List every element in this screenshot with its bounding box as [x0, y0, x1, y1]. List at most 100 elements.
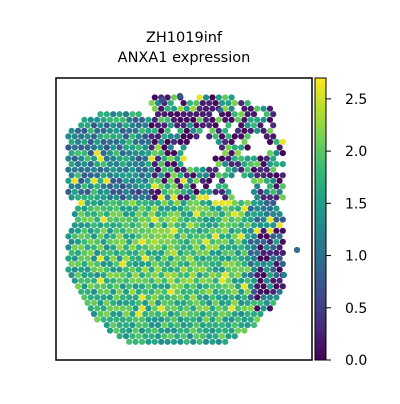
expression-spot — [206, 166, 213, 173]
expression-spot — [74, 183, 82, 190]
expression-spot — [177, 105, 184, 112]
expression-spot — [116, 222, 123, 229]
expression-spot — [170, 116, 178, 123]
expression-spot — [81, 172, 88, 179]
expression-spot — [90, 222, 98, 229]
expression-spot — [135, 199, 142, 207]
expression-spot — [260, 227, 267, 234]
expression-spot — [263, 188, 270, 195]
expression-spot — [225, 199, 232, 207]
expression-spot — [193, 199, 200, 207]
expression-spot — [270, 299, 277, 306]
expression-spot — [158, 138, 165, 145]
expression-spot — [270, 222, 277, 229]
expression-spot — [254, 305, 261, 312]
expression-spot — [250, 199, 258, 207]
expression-spot — [209, 305, 216, 312]
expression-spot — [257, 166, 264, 173]
expression-spot — [186, 310, 194, 318]
expression-spot — [110, 244, 117, 251]
expression-spot — [126, 216, 133, 223]
expression-spot — [113, 205, 120, 212]
expression-spot — [142, 155, 149, 162]
expression-spot — [164, 150, 171, 157]
expression-spot — [106, 316, 114, 323]
expression-spot — [167, 188, 174, 195]
expression-spot — [113, 283, 120, 290]
expression-spot — [135, 177, 142, 184]
expression-spot — [190, 205, 197, 212]
expression-spot — [225, 310, 232, 318]
expression-spot — [142, 255, 149, 262]
expression-spot — [116, 144, 123, 151]
expression-spot — [234, 260, 242, 268]
expression-spot — [161, 255, 168, 262]
expression-spot — [279, 227, 286, 234]
expression-spot — [138, 150, 146, 157]
expression-spot — [71, 177, 78, 184]
expression-spot — [158, 116, 165, 123]
expression-spot — [238, 288, 245, 295]
expression-spot — [170, 305, 178, 312]
expression-spot — [158, 238, 165, 245]
expression-spot — [103, 211, 110, 218]
expression-spot — [218, 288, 226, 295]
expression-spot — [199, 277, 206, 284]
expression-spot — [119, 194, 126, 201]
expression-spot — [84, 199, 91, 207]
expression-spot — [74, 205, 82, 212]
expression-spot — [71, 166, 78, 173]
expression-spot — [190, 183, 197, 190]
expression-spot — [135, 310, 142, 318]
spot-layer — [65, 92, 301, 345]
expression-spot — [174, 255, 181, 262]
expression-spot — [145, 272, 152, 279]
expression-spot — [183, 249, 190, 256]
expression-spot — [218, 255, 226, 262]
expression-spot — [126, 172, 133, 179]
expression-spot — [110, 255, 117, 262]
expression-spot — [129, 310, 136, 318]
expression-spot — [100, 161, 107, 168]
expression-spot — [167, 266, 174, 273]
expression-spot — [129, 155, 136, 162]
expression-spot — [167, 100, 174, 107]
expression-spot — [276, 177, 283, 184]
expression-spot — [263, 222, 270, 229]
expression-spot — [234, 205, 242, 212]
expression-spot — [78, 244, 85, 251]
expression-spot — [122, 244, 130, 251]
expression-spot — [193, 100, 200, 107]
expression-spot — [222, 238, 229, 245]
expression-spot — [218, 233, 226, 240]
expression-spot — [87, 272, 94, 279]
expression-spot — [238, 111, 245, 118]
expression-spot — [113, 194, 120, 201]
expression-spot — [145, 216, 152, 223]
expression-spot — [122, 155, 130, 162]
expression-spot — [106, 127, 114, 134]
expression-spot — [135, 188, 142, 195]
expression-spot — [225, 255, 232, 262]
expression-spot — [106, 150, 114, 157]
expression-spot — [142, 288, 149, 295]
expression-spot — [148, 277, 155, 284]
expression-spot — [148, 333, 155, 340]
expression-spot — [97, 188, 104, 195]
expression-spot — [113, 238, 120, 245]
expression-spot — [135, 211, 142, 218]
expression-spot — [218, 277, 226, 284]
expression-spot — [225, 288, 232, 295]
expression-spot — [263, 199, 270, 207]
expression-spot — [158, 283, 165, 290]
expression-spot — [71, 144, 78, 151]
expression-spot — [158, 183, 165, 190]
expression-spot — [161, 322, 168, 329]
expression-spot — [266, 305, 274, 312]
expression-spot — [110, 266, 117, 273]
expression-spot — [190, 249, 197, 256]
expression-spot — [129, 333, 136, 340]
expression-spot — [148, 122, 155, 129]
expression-spot — [94, 272, 101, 279]
expression-spot — [132, 283, 139, 290]
